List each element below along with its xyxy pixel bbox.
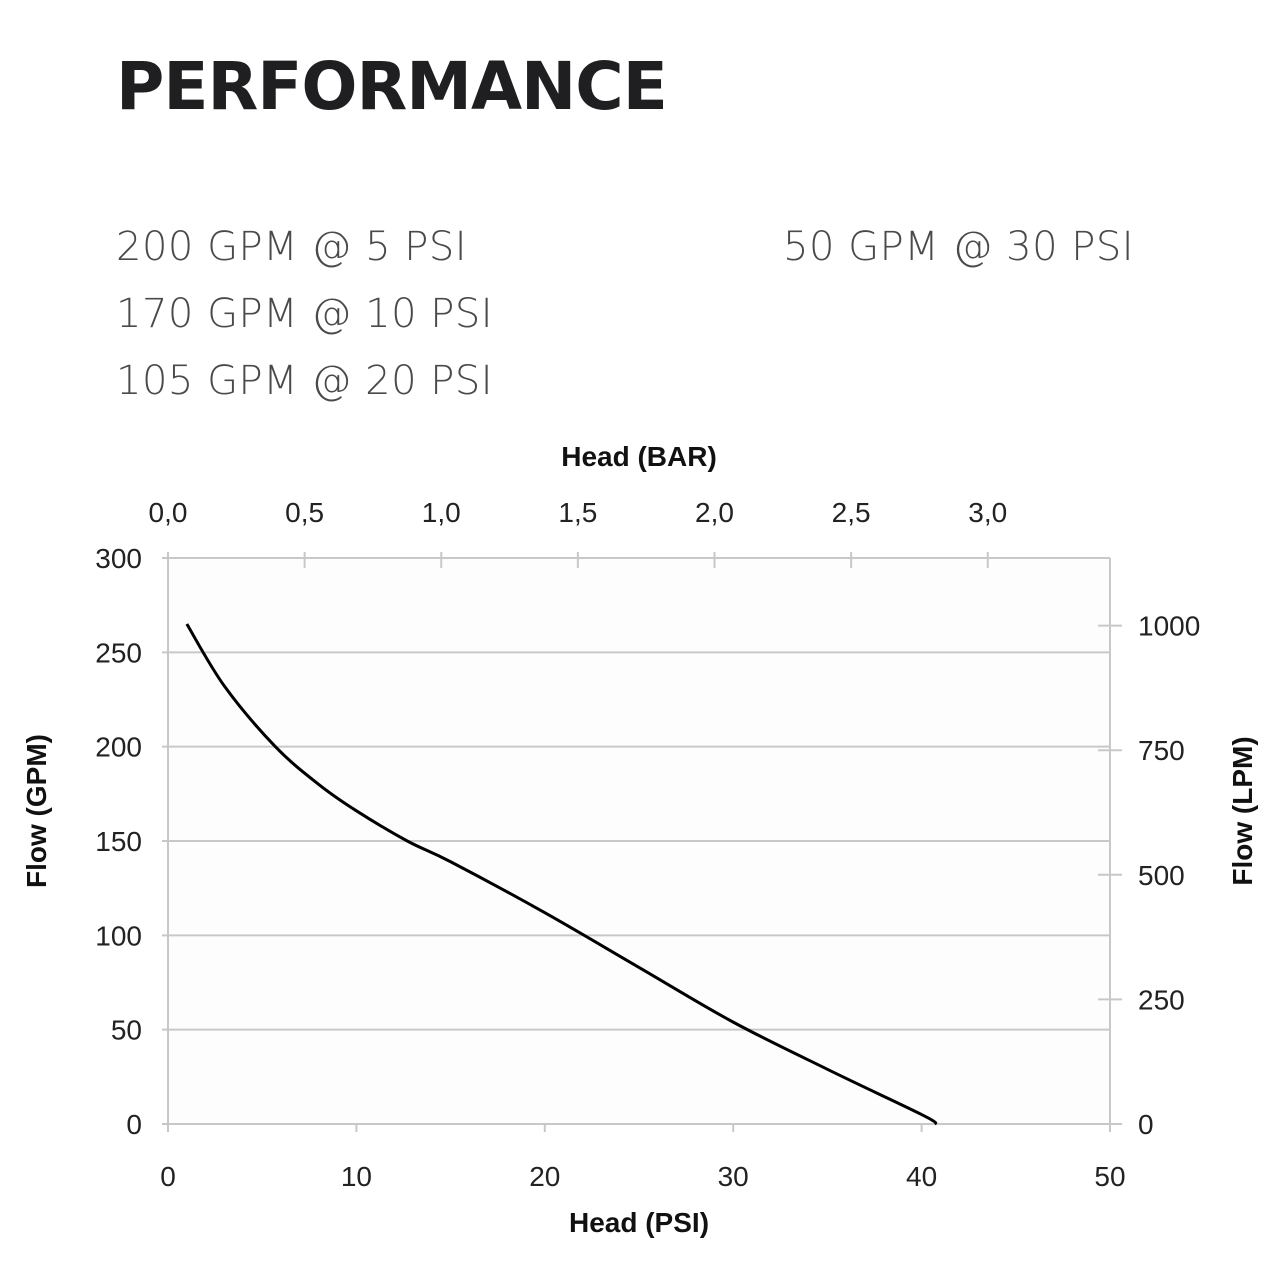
y-tick-label: 0 xyxy=(126,1109,142,1140)
y2-tick-label: 0 xyxy=(1138,1109,1154,1140)
y-tick-label: 200 xyxy=(95,732,142,763)
x-tick-label: 0 xyxy=(160,1161,176,1192)
y-tick-label: 300 xyxy=(95,543,142,574)
x2-axis-label: Head (BAR) xyxy=(561,441,717,472)
x2-tick-label: 3,0 xyxy=(968,497,1007,528)
x2-tick-label: 0,5 xyxy=(285,497,324,528)
spec-line: 50 GPM @ 30 PSI xyxy=(783,224,1135,270)
x-tick-label: 10 xyxy=(341,1161,372,1192)
x2-tick-label: 1,5 xyxy=(558,497,597,528)
y-tick-label: 150 xyxy=(95,826,142,857)
flow-curve xyxy=(185,623,938,1126)
x2-tick-label: 2,0 xyxy=(695,497,734,528)
y-tick-label: 50 xyxy=(111,1015,142,1046)
y-tick-label: 250 xyxy=(95,637,142,668)
spec-line: 170 GPM @ 10 PSI xyxy=(116,291,494,337)
x-tick-label: 50 xyxy=(1094,1161,1125,1192)
y2-tick-label: 250 xyxy=(1138,984,1185,1015)
y2-tick-label: 500 xyxy=(1138,860,1185,891)
x2-tick-label: 0,0 xyxy=(149,497,188,528)
y-axis-label: Flow (GPM) xyxy=(21,734,52,888)
spec-line: 105 GPM @ 20 PSI xyxy=(116,358,494,404)
y2-tick-label: 1000 xyxy=(1138,611,1200,642)
x-axis-label: Head (PSI) xyxy=(569,1207,709,1238)
y-tick-label: 100 xyxy=(95,920,142,951)
x-tick-label: 30 xyxy=(718,1161,749,1192)
spec-line: 200 GPM @ 5 PSI xyxy=(116,224,468,270)
y2-axis-label: Flow (LPM) xyxy=(1227,736,1258,885)
x2-tick-label: 1,0 xyxy=(422,497,461,528)
x2-tick-label: 2,5 xyxy=(832,497,871,528)
x-tick-label: 40 xyxy=(906,1161,937,1192)
x-tick-label: 20 xyxy=(529,1161,560,1192)
page-title: PERFORMANCE xyxy=(116,48,668,125)
y2-tick-label: 750 xyxy=(1138,735,1185,766)
